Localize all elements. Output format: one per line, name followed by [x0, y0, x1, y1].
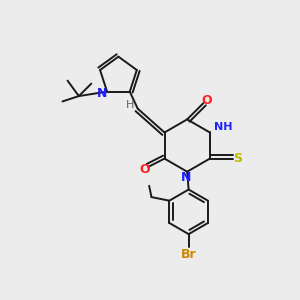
Text: N: N — [181, 170, 191, 184]
Text: Br: Br — [181, 248, 197, 260]
Text: S: S — [233, 152, 242, 165]
Text: H: H — [126, 100, 134, 110]
Text: NH: NH — [214, 122, 232, 132]
Text: O: O — [201, 94, 212, 106]
Text: O: O — [139, 163, 150, 176]
Text: N: N — [97, 87, 107, 100]
